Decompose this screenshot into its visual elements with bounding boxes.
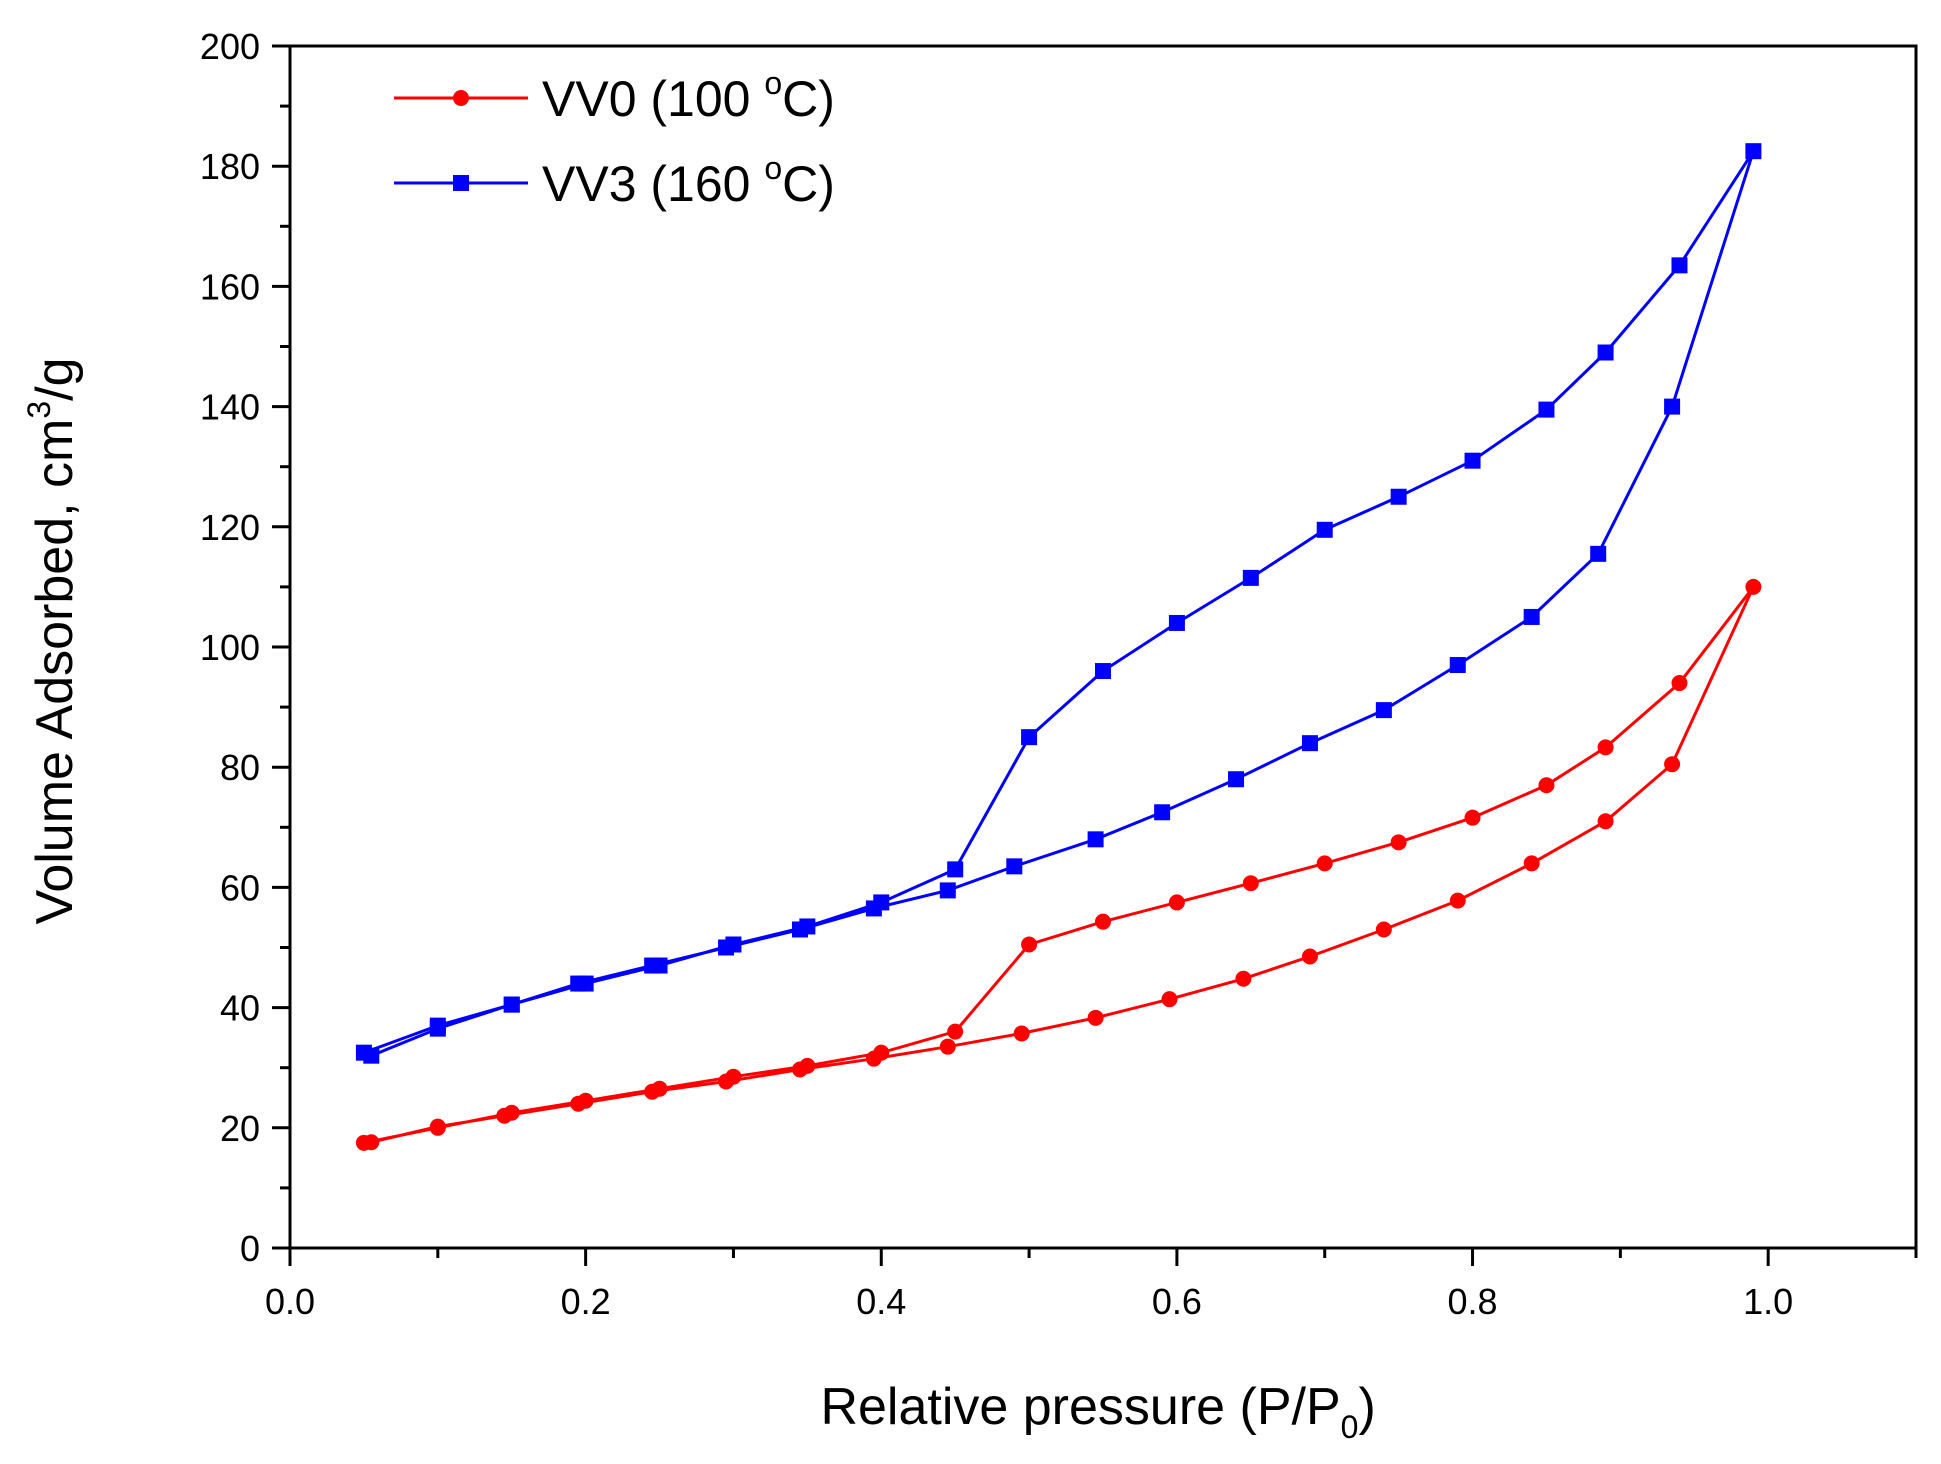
y-tick-label: 0: [240, 1228, 260, 1269]
data-point: [496, 1107, 513, 1124]
data-point: [363, 1047, 380, 1064]
series-0: [355, 578, 1762, 1151]
data-point: [1523, 855, 1540, 872]
data-point: [1087, 1009, 1104, 1026]
data-point: [429, 1118, 446, 1135]
x-axis-title: Relative pressure (P/P0): [820, 1378, 1375, 1445]
y-axis-title: Volume Adsorbed, cm3/g: [21, 357, 84, 924]
data-point: [1154, 804, 1171, 821]
series-line: [363, 149, 1755, 1058]
data-point: [1316, 855, 1333, 872]
data-point: [718, 939, 735, 956]
data-point: [1168, 614, 1185, 631]
y-tick-label: 80: [220, 747, 260, 788]
data-point: [791, 1061, 808, 1078]
data-point: [1597, 813, 1614, 830]
x-tick-label: 1.0: [1743, 1281, 1793, 1322]
data-point: [1390, 834, 1407, 851]
legend-label: VV0 (100 oC): [542, 65, 835, 127]
data-point: [1301, 948, 1318, 965]
y-tick-label: 180: [200, 146, 260, 187]
data-point: [1538, 777, 1555, 794]
data-point: [570, 1095, 587, 1112]
data-point: [1095, 663, 1111, 680]
data-point: [1664, 398, 1681, 415]
data-point: [363, 1134, 380, 1151]
data-point: [1671, 675, 1688, 692]
series-1: [355, 143, 1762, 1064]
data-point: [644, 1083, 661, 1100]
legend-entry-0: VV0 (100 oC): [394, 65, 835, 127]
data-point: [865, 1050, 882, 1067]
data-point: [1013, 1025, 1030, 1042]
legend-label: VV3 (160 oC): [542, 150, 835, 212]
x-tick-label: 0.0: [265, 1281, 315, 1322]
data-point: [1590, 545, 1607, 562]
data-point: [570, 975, 587, 992]
data-point: [1745, 143, 1762, 160]
data-point: [1597, 739, 1614, 756]
legend-marker: [453, 90, 469, 106]
data-point: [939, 882, 956, 899]
data-point: [1095, 913, 1111, 930]
legend-entry-1: VV3 (160 oC): [394, 150, 835, 212]
y-tick-label: 100: [200, 627, 260, 668]
data-point: [1449, 892, 1466, 909]
y-tick-label: 120: [200, 507, 260, 548]
data-point: [429, 1020, 446, 1037]
data-point: [1021, 936, 1038, 953]
data-point: [503, 996, 520, 1013]
data-point: [1316, 521, 1333, 538]
x-tick-label: 0.6: [1152, 1281, 1202, 1322]
data-point: [1161, 991, 1178, 1008]
data-point: [1523, 608, 1540, 625]
plot-frame: [288, 44, 1918, 1250]
data-point: [1021, 729, 1038, 746]
data-point: [791, 921, 808, 938]
data-point: [718, 1073, 735, 1090]
data-point: [644, 957, 661, 974]
data-point: [1664, 756, 1681, 773]
x-tick-label: 0.4: [856, 1281, 906, 1322]
y-tick-label: 60: [220, 867, 260, 908]
data-point: [1745, 578, 1762, 595]
data-point: [1087, 831, 1104, 848]
x-tick-label: 0.2: [561, 1281, 611, 1322]
data-point: [947, 1023, 964, 1040]
legend: VV0 (100 oC) VV3 (160 oC): [394, 65, 835, 212]
data-point: [1301, 735, 1318, 752]
data-point: [1228, 771, 1245, 788]
data-point: [1671, 257, 1688, 274]
data-point: [1464, 452, 1481, 469]
data-point: [1464, 809, 1481, 826]
legend-marker: [453, 175, 469, 191]
data-point: [1168, 894, 1185, 911]
data-point: [1375, 702, 1392, 719]
y-tick-label: 160: [200, 266, 260, 307]
y-tick-label: 20: [220, 1108, 260, 1149]
axes: 0.0 0.2 0.4 0.6 0.8 1.0 0 20 40 60 80 100 120 140 160 1…: [21, 26, 1918, 1445]
data-point: [947, 861, 964, 878]
x-tick-label: 0.8: [1448, 1281, 1498, 1322]
data-point: [1235, 970, 1252, 987]
data-point: [1538, 401, 1555, 418]
y-tick-label: 140: [200, 387, 260, 428]
series-line: [363, 585, 1755, 1145]
data-point: [939, 1038, 956, 1055]
y-tick-label: 40: [220, 988, 260, 1029]
data-point: [1449, 657, 1466, 674]
data-point: [1597, 344, 1614, 361]
data-point: [1242, 875, 1259, 892]
data-point: [1375, 921, 1392, 938]
data-point: [865, 900, 882, 917]
data-point: [1242, 569, 1259, 586]
data-point: [1390, 488, 1407, 505]
data-point: [1006, 858, 1023, 875]
plot-area: [355, 143, 1762, 1151]
y-tick-label: 200: [200, 26, 260, 67]
